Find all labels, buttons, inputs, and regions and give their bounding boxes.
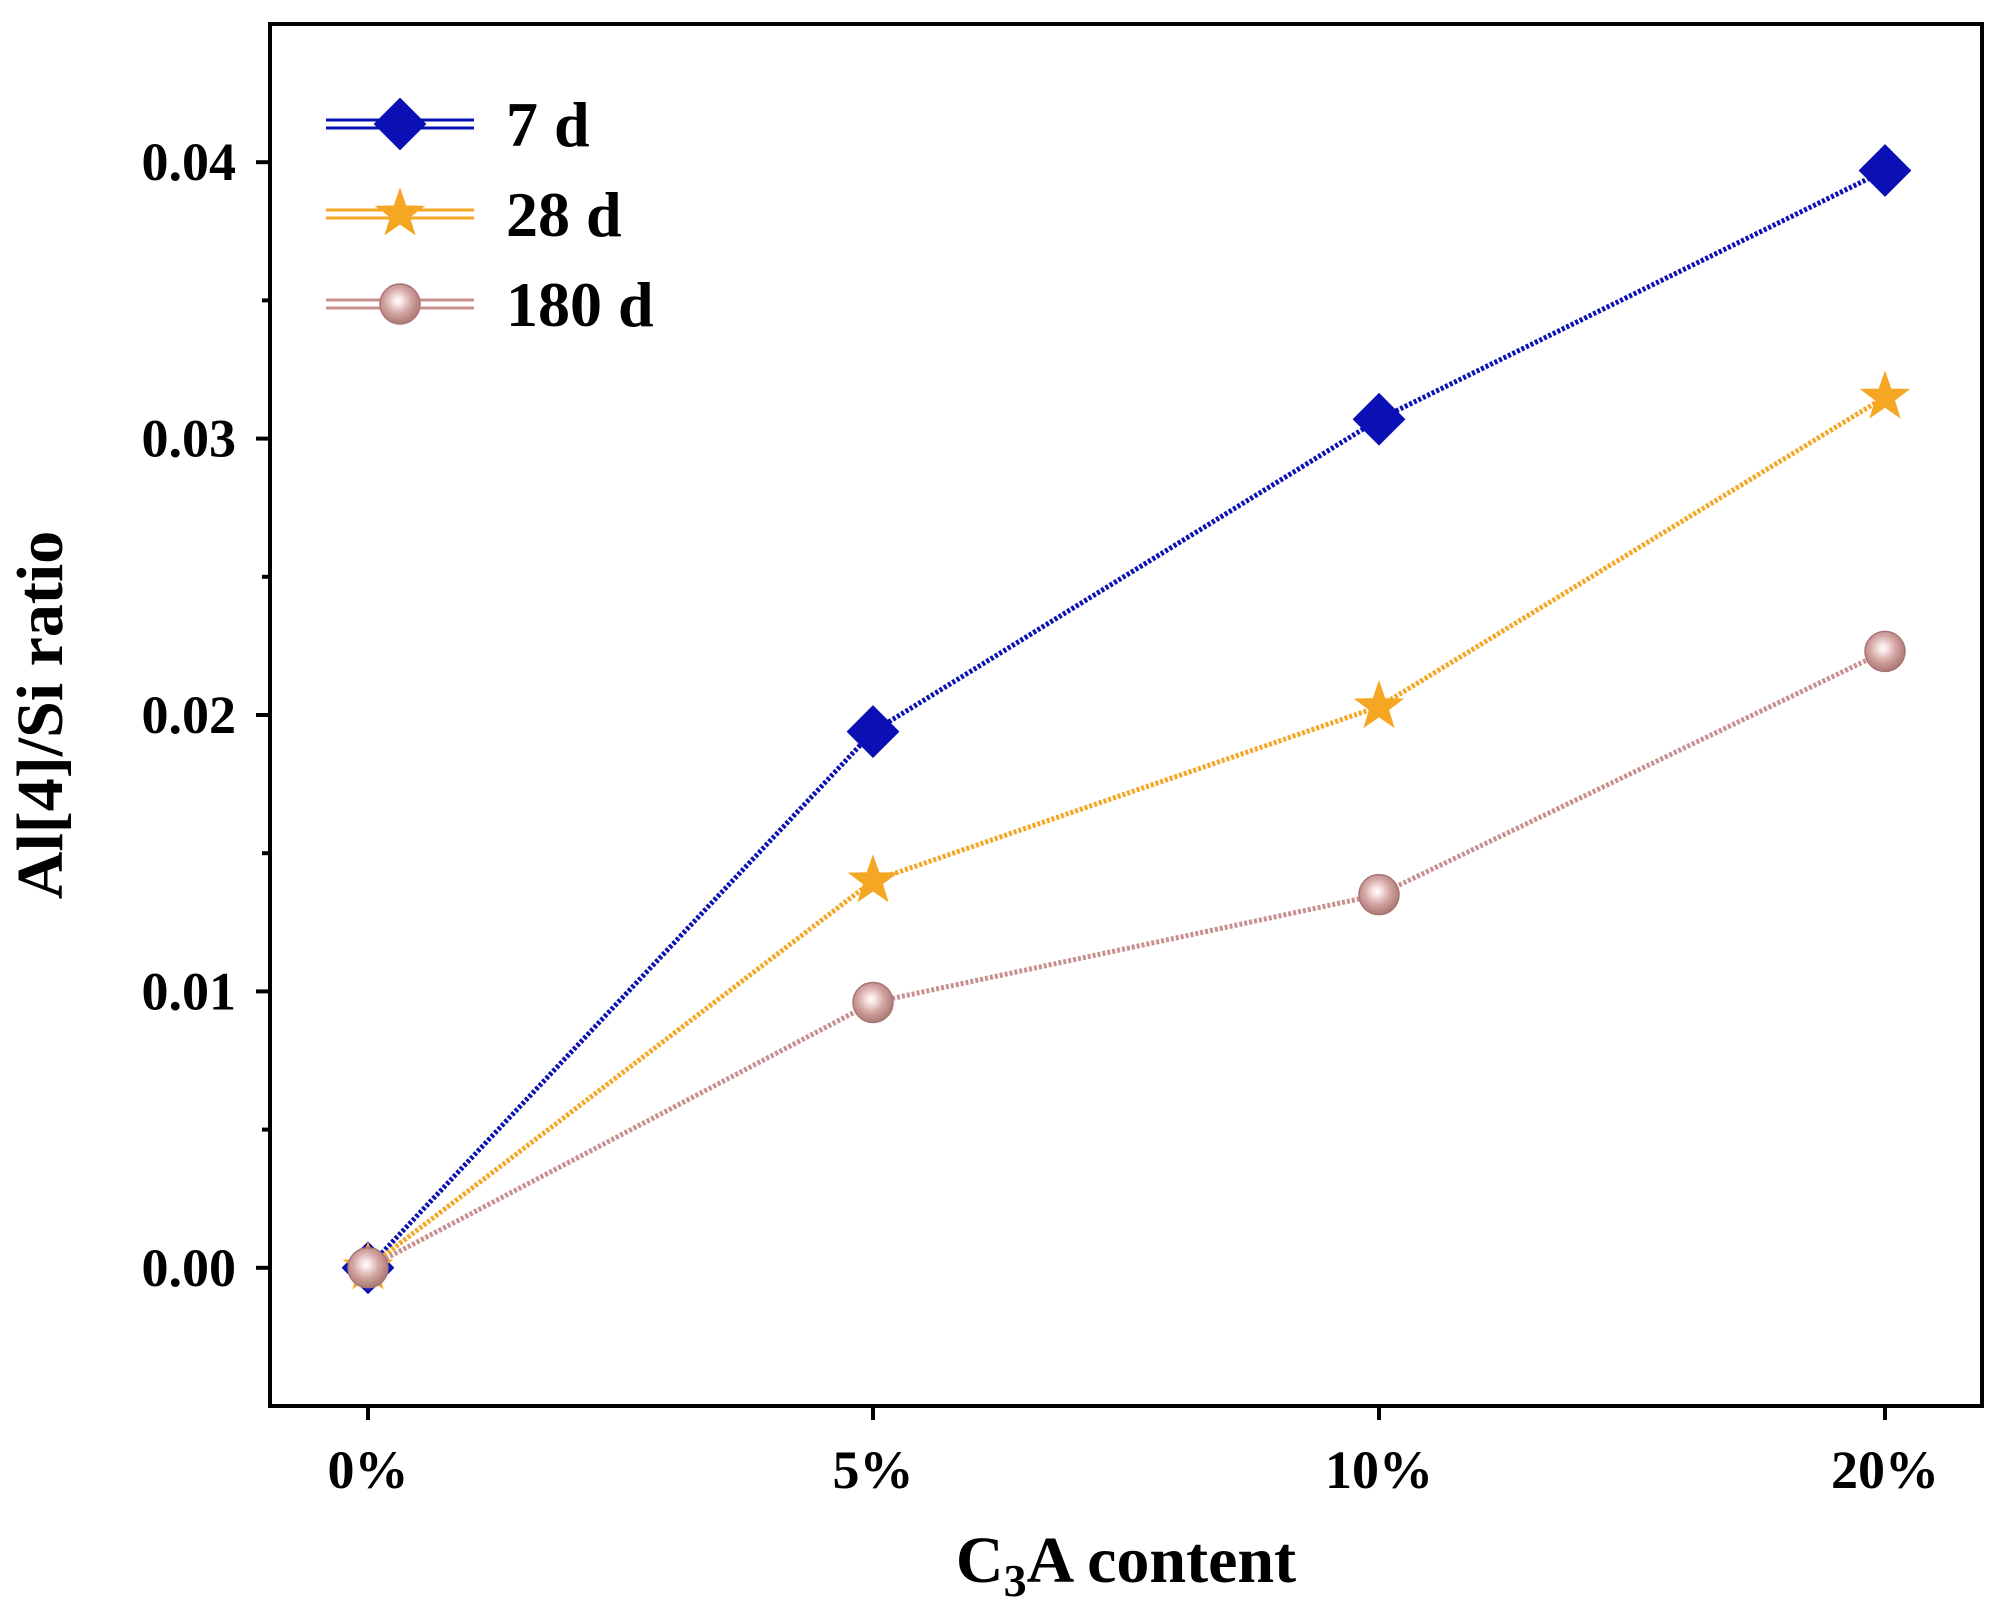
- series-line: [366, 649, 1887, 1271]
- data-point: [1864, 630, 1906, 673]
- series-28-d: [342, 370, 1911, 1290]
- legend-item: 7 d: [326, 89, 590, 160]
- series-180-d: [347, 630, 1906, 1289]
- legend-label: 7 d: [506, 89, 590, 160]
- x-axis-title: C3A content: [956, 1524, 1296, 1606]
- legend-item: 180 d: [326, 269, 654, 340]
- x-axis-title-main: C: [956, 1524, 1004, 1597]
- x-axis-title-subscript: 3: [1004, 1555, 1027, 1606]
- y-tick-label: 0.03: [142, 409, 237, 469]
- x-tick-label: 5%: [833, 1440, 914, 1500]
- data-point: [347, 1247, 389, 1289]
- legend-marker: [373, 97, 427, 151]
- legend-label: 180 d: [506, 269, 654, 340]
- data-point: [1353, 680, 1405, 729]
- y-tick-label: 0.00: [142, 1238, 237, 1298]
- data-point: [847, 854, 899, 903]
- y-tick-label: 0.04: [142, 132, 237, 192]
- y-axis: 0.00 0.01 0.02 0.03 0.04: [142, 132, 270, 1298]
- data-point: [1859, 370, 1911, 419]
- legend-item: 28 d: [326, 179, 622, 250]
- x-tick-label: 0%: [328, 1440, 409, 1500]
- legend-marker: [374, 187, 426, 236]
- x-tick-label: 20%: [1831, 1440, 1939, 1500]
- data-point: [852, 981, 894, 1024]
- data-point: [1858, 144, 1912, 197]
- legend-label: 28 d: [506, 179, 622, 250]
- legend: 7 d 28 d 180 d: [326, 89, 654, 340]
- y-tick-label: 0.01: [142, 961, 237, 1021]
- y-axis-title: Al[4]/Si ratio: [4, 531, 77, 899]
- y-tick-label: 0.02: [142, 685, 237, 745]
- data-point: [1352, 392, 1406, 446]
- x-tick-label: 10%: [1325, 1440, 1433, 1500]
- x-axis-title-rest: A content: [1027, 1524, 1297, 1597]
- series-line: [366, 394, 1887, 1270]
- series-layer: [341, 144, 1912, 1295]
- data-point: [846, 705, 900, 758]
- legend-marker: [379, 283, 421, 325]
- data-point: [1358, 873, 1400, 916]
- x-axis: 0% 5% 10% 20%: [328, 1406, 1939, 1500]
